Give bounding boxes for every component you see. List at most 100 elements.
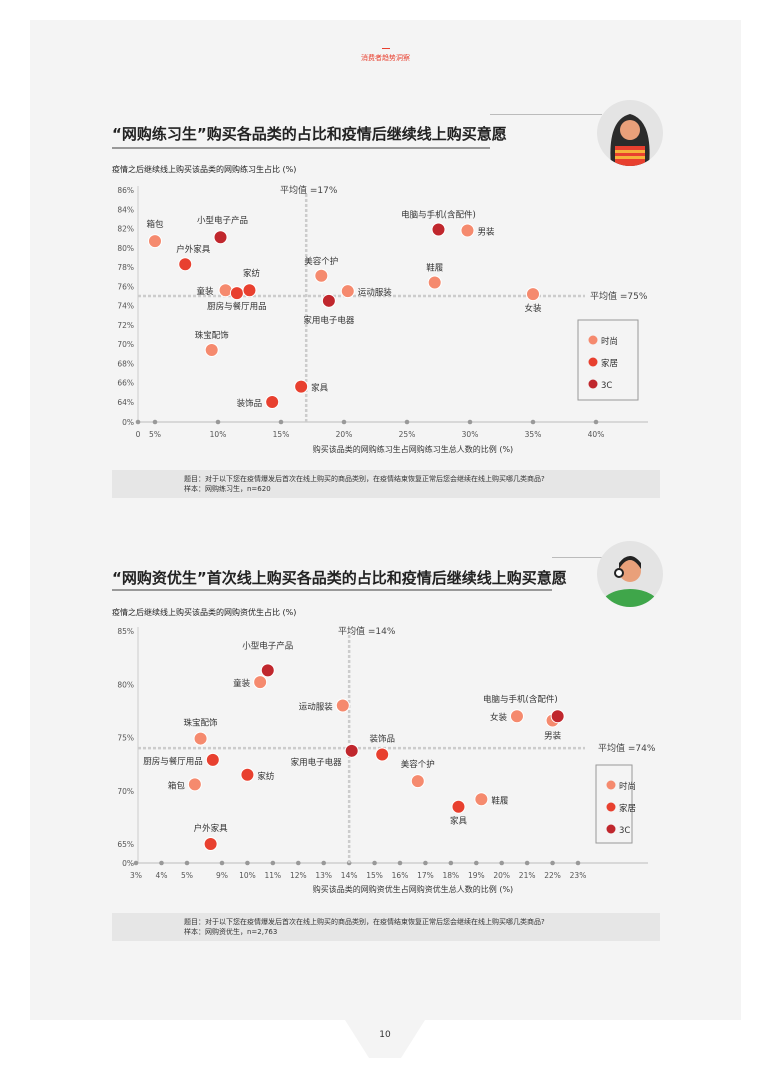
man-headset-icon	[600, 556, 660, 607]
x-tick-dot	[397, 860, 403, 866]
avg-y-label: 平均值 =74%	[598, 742, 656, 754]
data-point	[294, 379, 309, 394]
data-label: 童装	[197, 286, 215, 297]
data-label: 家具	[311, 383, 329, 394]
data-point	[240, 767, 255, 782]
data-label: 小型电子产品	[197, 215, 248, 226]
data-label: 运动服装	[358, 287, 393, 298]
y-tick-label: 85%	[117, 627, 134, 636]
chart2-scatter: 疫情之后继续线上购买该品类的网购资优生占比 (%) 0% 65% 70% 75% 80% 8…	[112, 607, 656, 894]
data-label: 女装	[524, 303, 542, 314]
y-axis-title: 疫情之后继续线上购买该品类的网购资优生占比 (%)	[112, 607, 296, 617]
title-underline	[112, 147, 490, 149]
x-tick-label: 10%	[210, 430, 227, 439]
data-point	[526, 287, 540, 302]
legend-marker	[606, 824, 616, 834]
x-tick-dot	[219, 860, 225, 866]
x-tick-label: 19%	[468, 871, 485, 880]
x-tick-label: 15%	[273, 430, 290, 439]
data-label: 珠宝配饰	[184, 718, 219, 729]
data-label: 珠宝配饰	[195, 330, 230, 341]
y-tick-label: 86%	[117, 186, 134, 195]
y-tick-label: 74%	[117, 302, 134, 311]
x-tick-dot	[295, 860, 301, 866]
data-label: 女装	[490, 712, 508, 723]
x-tick-label: 16%	[392, 871, 409, 880]
legend-marker	[588, 379, 598, 389]
legend-box	[595, 764, 633, 844]
data-label: 装饰品	[237, 398, 263, 409]
data-point	[335, 698, 350, 713]
x-tick-dot	[321, 860, 327, 866]
x-tick-label: 20%	[336, 430, 353, 439]
data-point	[550, 709, 565, 724]
data-label: 家纺	[257, 771, 275, 782]
data-label: 鞋履	[426, 263, 444, 274]
page-background	[30, 20, 741, 1020]
x-tick-label: 21%	[519, 871, 536, 880]
data-point	[460, 223, 475, 238]
x-tick-dot	[278, 419, 284, 425]
x-tick-label: 15%	[366, 871, 383, 880]
x-tick-dot	[270, 860, 276, 866]
x-tick-label: 14%	[341, 871, 358, 880]
data-point	[375, 747, 390, 762]
legend-label: 时尚	[601, 336, 618, 347]
x-tick-dot	[448, 860, 454, 866]
x-tick-dot	[473, 860, 479, 866]
x-tick-dot	[593, 419, 599, 425]
x-tick-dot	[499, 860, 505, 866]
y-axis-title: 疫情之后继续线上购买该品类的网购练习生占比 (%)	[112, 164, 296, 174]
data-point	[431, 222, 446, 237]
data-label: 家用电子电器	[291, 757, 343, 768]
x-tick-dot	[467, 419, 473, 425]
legend-label: 时尚	[619, 781, 636, 792]
data-label: 厨房与餐厅用品	[207, 301, 267, 312]
y-tick-label: 64%	[117, 398, 134, 407]
chart1-note: 题目：对于以下您在疫情爆发后首次在线上购买的商品类别，在疫情结束恢复正常后您会继…	[112, 470, 660, 498]
legend-label: 3C	[601, 381, 612, 391]
data-label: 家用电子电器	[303, 315, 355, 326]
x-tick-label: 5%	[149, 430, 161, 439]
data-label: 户外家具	[176, 244, 211, 255]
data-point	[314, 268, 329, 283]
y-tick-label: 72%	[117, 321, 134, 330]
data-label: 户外家具	[194, 823, 229, 834]
data-point	[148, 234, 162, 249]
data-label: 运动服装	[299, 702, 334, 713]
x-tick-dot	[423, 860, 428, 866]
data-label: 家具	[450, 816, 468, 827]
x-tick-label: 5%	[181, 871, 193, 880]
y-tick-label: 0%	[122, 859, 134, 868]
x-tick-label: 9%	[216, 871, 228, 880]
y-tick-label: 82%	[117, 225, 134, 234]
page-number: 10	[379, 1030, 391, 1040]
note-question: 题目：对于以下您在疫情爆发后首次在线上购买的商品类别，在疫情结束恢复正常后您会继…	[184, 918, 545, 926]
legend-marker	[588, 357, 598, 367]
section-header: 消费者趋势洞察	[0, 48, 771, 63]
chart2-note: 题目：对于以下您在疫情爆发后首次在线上购买的商品类别，在疫情结束恢复正常后您会继…	[112, 913, 660, 941]
data-label: 电脑与手机(含配件)	[483, 694, 558, 705]
data-point	[265, 395, 280, 409]
data-point	[242, 283, 257, 298]
data-point	[213, 230, 228, 245]
x-tick-label: 30%	[462, 430, 479, 439]
section-header-text: 消费者趋势洞察	[361, 54, 410, 62]
data-label: 家纺	[243, 268, 261, 279]
data-label: 美容个护	[304, 256, 338, 267]
chart2-title: “网购资优生”首次线上购买各品类的占比和疫情后继续线上购买意愿	[112, 569, 567, 587]
x-tick-dot	[159, 860, 164, 866]
note-sample: 样本：网购资优生，n=2,763	[184, 928, 278, 936]
data-point	[253, 675, 268, 690]
data-point	[193, 731, 208, 746]
note-sample: 样本：网购练习生，n=620	[184, 485, 271, 493]
x-tick-dot	[135, 419, 141, 425]
legend-label: 3C	[619, 826, 630, 836]
x-tick-label: 35%	[525, 430, 542, 439]
data-label: 童装	[233, 678, 251, 689]
data-point	[474, 792, 489, 807]
data-point	[427, 275, 442, 290]
data-point	[187, 777, 202, 792]
x-tick-label: 3%	[130, 871, 142, 880]
x-tick-dot	[372, 860, 377, 866]
